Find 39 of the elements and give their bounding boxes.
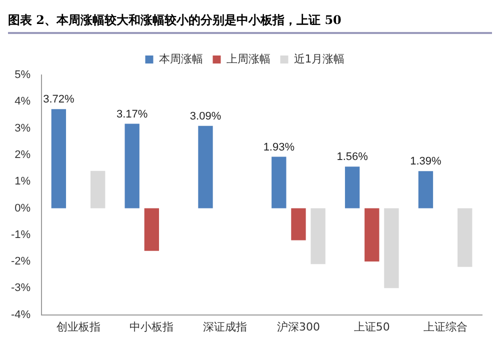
x-tick-label: 沪深300 bbox=[276, 320, 320, 334]
bar bbox=[198, 126, 213, 208]
y-tick-label: 4% bbox=[14, 96, 31, 108]
y-tick-label: 5% bbox=[14, 69, 31, 82]
bar bbox=[310, 208, 326, 264]
data-label: 3.72% bbox=[43, 94, 74, 106]
legend-label: 上周涨幅 bbox=[226, 52, 270, 66]
legend-label: 本周涨幅 bbox=[158, 52, 203, 66]
y-tick-label: 2% bbox=[14, 148, 31, 161]
y-tick-label: -1% bbox=[11, 228, 31, 241]
x-tick-label: 创业板指 bbox=[56, 320, 100, 334]
bar bbox=[364, 208, 380, 262]
bar bbox=[144, 208, 160, 251]
bar bbox=[272, 156, 286, 208]
bar bbox=[90, 170, 106, 208]
bar bbox=[124, 124, 140, 208]
data-label: 1.56% bbox=[336, 151, 368, 164]
x-tick-label: 上证50 bbox=[354, 320, 390, 334]
data-label: 1.93% bbox=[263, 141, 295, 154]
x-tick-label: 深证成指 bbox=[203, 320, 248, 334]
legend-label: 近1月涨幅 bbox=[294, 52, 345, 66]
y-tick-label: -3% bbox=[11, 282, 31, 294]
data-label: 3.09% bbox=[190, 110, 222, 122]
y-tick-label: 3% bbox=[14, 122, 31, 134]
x-tick-label: 上证综合 bbox=[423, 320, 468, 334]
y-tick-label: -2% bbox=[11, 256, 31, 268]
bar bbox=[51, 109, 66, 208]
bar bbox=[418, 171, 434, 208]
y-tick-label: -4% bbox=[11, 308, 31, 321]
bar bbox=[344, 166, 360, 208]
x-tick-label: 中小板指 bbox=[130, 320, 174, 334]
bar bbox=[291, 208, 306, 240]
bar bbox=[458, 208, 472, 267]
y-tick-label: 0% bbox=[14, 202, 31, 214]
data-label: 1.39% bbox=[410, 156, 442, 168]
chart-title: 图表 2、本周涨幅较大和涨幅较小的分别是中小板指，上证 50 bbox=[8, 8, 492, 34]
y-tick-label: 1% bbox=[14, 176, 31, 188]
data-label: 3.17% bbox=[116, 108, 148, 120]
bar bbox=[384, 208, 399, 288]
